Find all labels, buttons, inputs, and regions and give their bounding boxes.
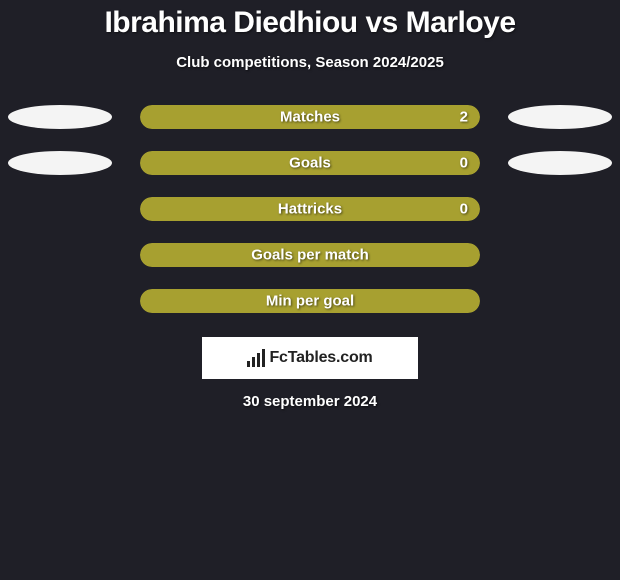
right-player-marker: [508, 105, 612, 129]
stat-bar: Goals 0: [140, 151, 480, 175]
comparison-card: Ibrahima Diedhiou vs Marloye Club compet…: [0, 0, 620, 410]
date: 30 september 2024: [0, 393, 620, 410]
stat-label: Min per goal: [266, 293, 354, 310]
stat-row: Goals per match: [0, 243, 620, 267]
stat-right-value: 0: [460, 155, 468, 172]
stat-row: Goals 0: [0, 151, 620, 175]
left-player-marker: [8, 105, 112, 129]
logo-box: FcTables.com: [202, 337, 418, 379]
page-title: Ibrahima Diedhiou vs Marloye: [0, 6, 620, 40]
stat-bar: Hattricks 0: [140, 197, 480, 221]
stat-right-value: 0: [460, 201, 468, 218]
stat-label: Goals per match: [251, 247, 369, 264]
stat-bar: Min per goal: [140, 289, 480, 313]
stat-rows: Matches 2 Goals 0 Hattricks 0 Goals per match M…: [0, 105, 620, 313]
stat-right-value: 2: [460, 109, 468, 126]
stat-bar: Matches 2: [140, 105, 480, 129]
stat-label: Matches: [280, 109, 340, 126]
stat-label: Hattricks: [278, 201, 342, 218]
stat-bar: Goals per match: [140, 243, 480, 267]
logo-text: FcTables.com: [269, 349, 372, 367]
stat-label: Goals: [289, 155, 331, 172]
logo-bars-icon: [247, 349, 265, 367]
stat-row: Hattricks 0: [0, 197, 620, 221]
right-player-marker: [508, 151, 612, 175]
subtitle: Club competitions, Season 2024/2025: [0, 54, 620, 71]
stat-row: Min per goal: [0, 289, 620, 313]
stat-row: Matches 2: [0, 105, 620, 129]
left-player-marker: [8, 151, 112, 175]
